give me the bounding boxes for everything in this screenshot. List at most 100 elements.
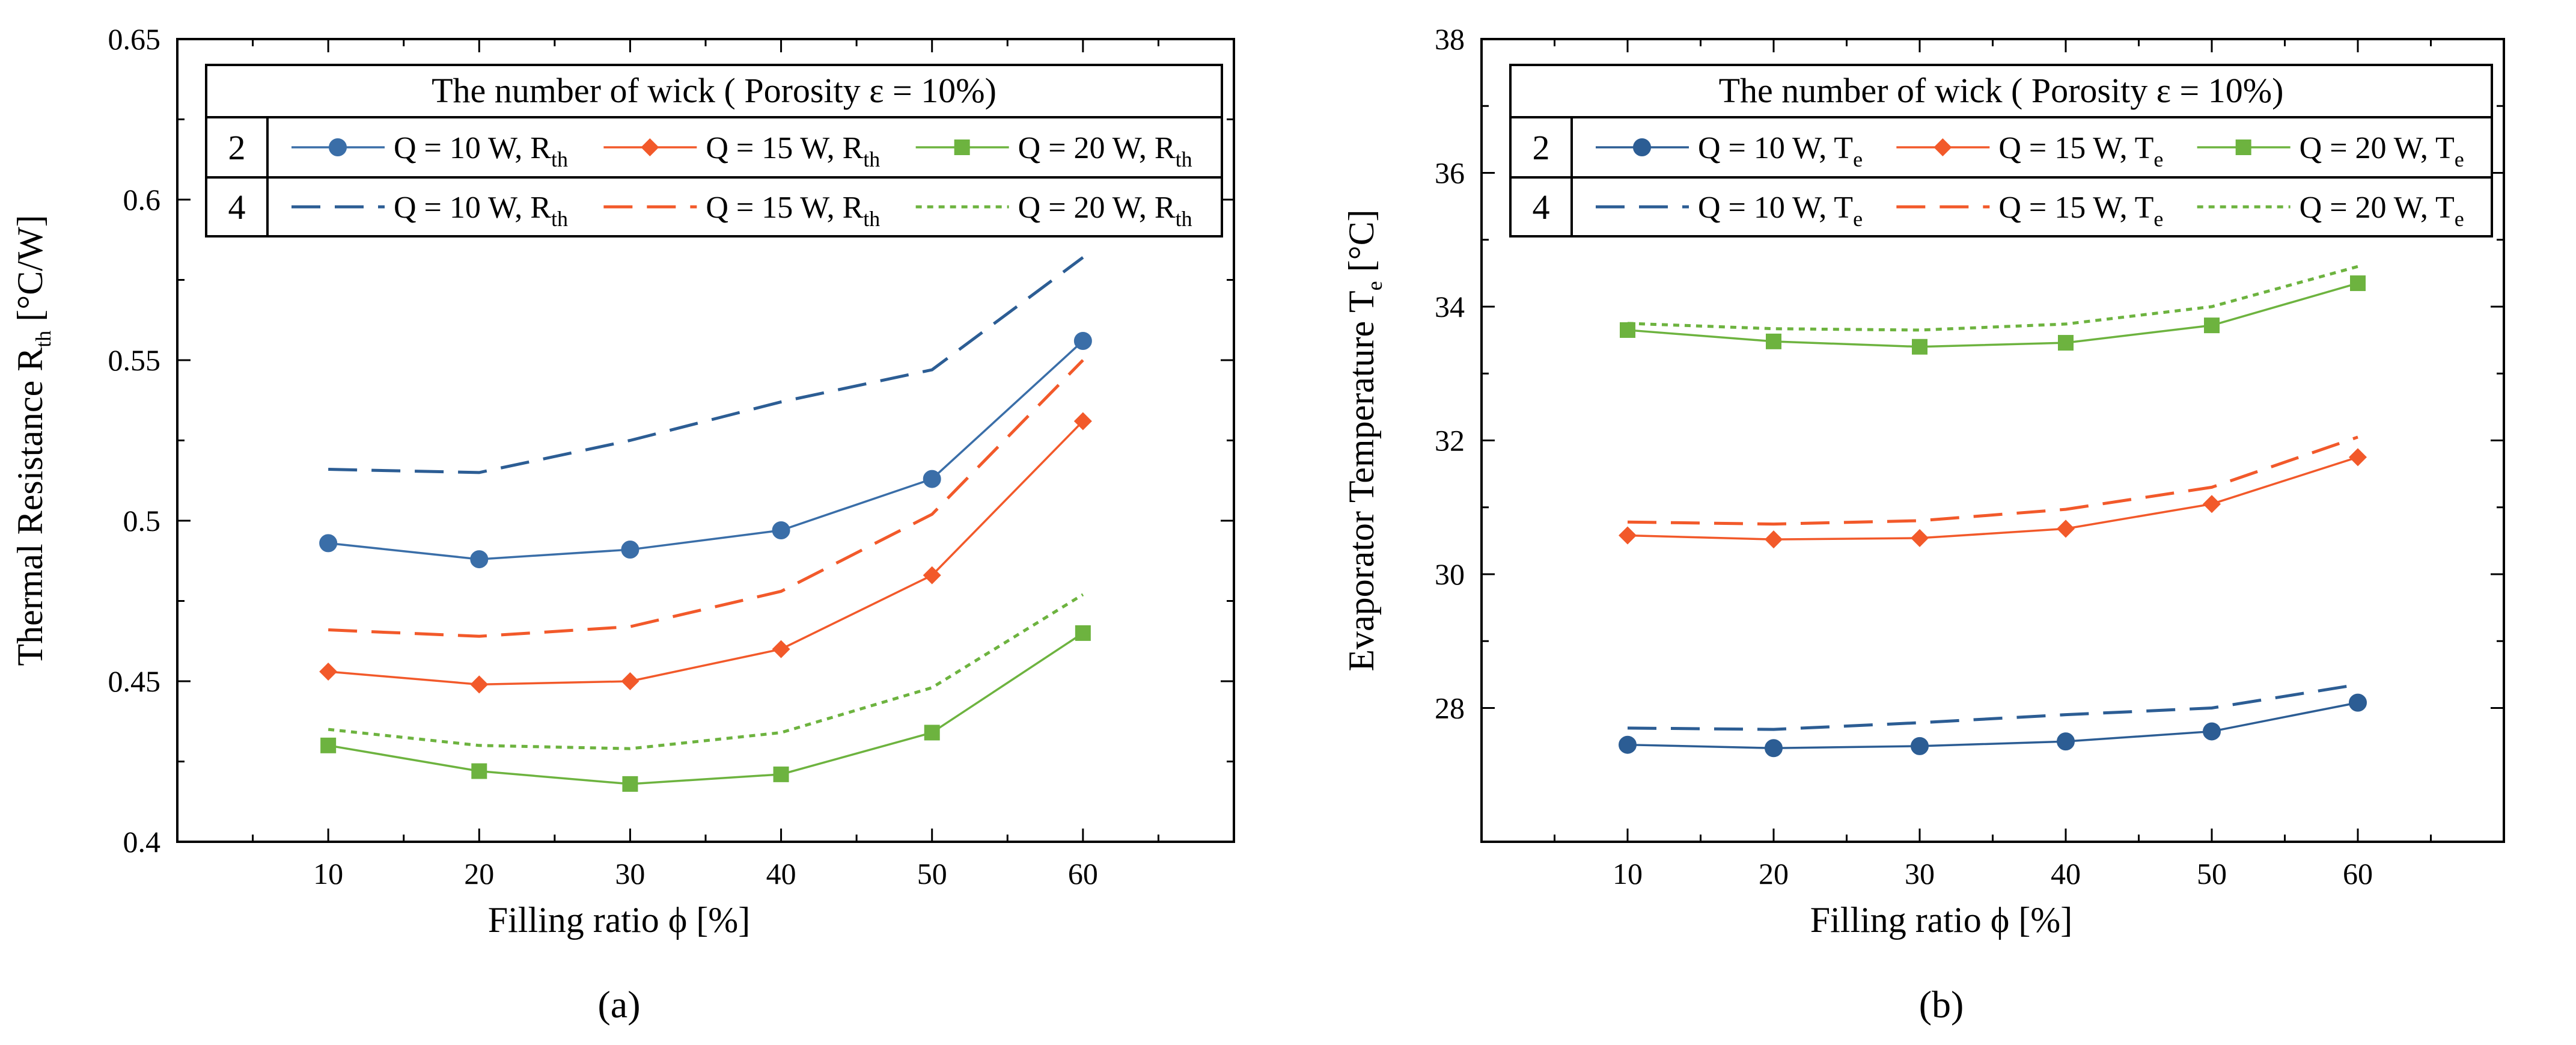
y-axis-label-unit: [°C] bbox=[1341, 209, 1381, 281]
data-point bbox=[923, 470, 941, 488]
panel-label: (b) bbox=[1919, 983, 1964, 1026]
x-tick-label: 30 bbox=[615, 857, 645, 890]
data-point bbox=[320, 737, 337, 753]
legend-entry: Q = 20 W, Te bbox=[2197, 131, 2464, 171]
x-tick-label: 60 bbox=[1068, 857, 1098, 890]
legend-row-label: 2 bbox=[1533, 128, 1550, 167]
legend-entry-label: Q = 10 W, Te bbox=[1698, 131, 1863, 171]
legend-entry-label: Q = 10 W, Rth bbox=[394, 131, 568, 171]
series-line bbox=[1627, 265, 2358, 332]
series-4wick-q20 bbox=[328, 593, 1084, 750]
data-point bbox=[1766, 333, 1781, 349]
legend-entry-label-main: Q = 20 W, R bbox=[1018, 191, 1176, 225]
series-line bbox=[328, 632, 1084, 785]
series-line bbox=[1627, 435, 2358, 526]
data-point bbox=[1075, 625, 1091, 641]
data-point bbox=[470, 550, 489, 569]
legend-entry-label-sub: e bbox=[2153, 147, 2163, 171]
y-tick-label: 0.6 bbox=[123, 183, 161, 216]
legend-entry-label-main: Q = 15 W, T bbox=[1998, 191, 2153, 225]
chart-b: 28 30 32 34 36 38 10 20 30 40 50 60 Filling ratio ϕ … bbox=[1341, 22, 2505, 1026]
legend-entry-label-sub: th bbox=[863, 147, 880, 171]
y-axis-label-sub: e bbox=[1363, 281, 1387, 290]
x-axis-label: Filling ratio ϕ [%] bbox=[1810, 900, 2073, 940]
legend-entry: Q = 15 W, Te bbox=[1896, 131, 2163, 171]
legend-entry-label-main: Q = 20 W, T bbox=[2300, 131, 2455, 165]
y-axis-label: Thermal Resistance Rth [°C/W] bbox=[10, 215, 55, 666]
y-tick-label: 28 bbox=[1435, 691, 1465, 725]
legend-entry-label-main: Q = 10 W, T bbox=[1698, 191, 1853, 225]
legend-swatch-marker bbox=[1934, 138, 1952, 156]
data-point bbox=[772, 640, 790, 658]
data-point bbox=[1073, 412, 1092, 431]
data-point bbox=[1911, 529, 1929, 547]
legend-entry-label-main: Q = 10 W, T bbox=[1698, 131, 1853, 165]
data-point bbox=[1619, 735, 1637, 754]
chart-a: 0.4 0.45 0.5 0.55 0.6 0.65 10 20 30 40 50 60 Filling… bbox=[10, 22, 1235, 1026]
data-point bbox=[319, 534, 338, 553]
legend-entry: Q = 20 W, Te bbox=[2197, 191, 2464, 231]
x-tick-label: 10 bbox=[313, 857, 343, 890]
series-4wick-q15 bbox=[328, 359, 1084, 638]
data-point bbox=[1073, 331, 1092, 350]
legend-entry: Q = 10 W, Te bbox=[1596, 191, 1863, 231]
legend-entry-label-sub: e bbox=[2455, 147, 2464, 171]
y-axis-label-unit: [°C/W] bbox=[10, 215, 50, 330]
data-point bbox=[1765, 739, 1783, 758]
x-tick-label: 50 bbox=[2197, 857, 2227, 890]
legend: The number of wick ( Porosity ε = 10%) 2 4… bbox=[1509, 64, 2493, 238]
legend-entry-label-main: Q = 10 W, R bbox=[394, 191, 551, 225]
data-point bbox=[1619, 526, 1637, 545]
data-point bbox=[622, 776, 638, 792]
legend-entry: Q = 20 W, Rth bbox=[915, 191, 1192, 231]
legend-entry-label: Q = 20 W, Rth bbox=[1018, 131, 1192, 171]
legend-entry-label-sub: e bbox=[1853, 207, 1863, 231]
legend: The number of wick ( Porosity ε = 10%) 2 4… bbox=[205, 64, 1223, 238]
legend-swatch-marker bbox=[954, 139, 970, 155]
legend-entry-label: Q = 10 W, Te bbox=[1698, 191, 1863, 231]
legend-entry-label: Q = 15 W, Te bbox=[1998, 131, 2163, 171]
legend-row-label: 4 bbox=[1533, 188, 1550, 227]
legend-entry-label-main: Q = 15 W, T bbox=[1998, 131, 2153, 165]
legend-entry: Q = 15 W, Rth bbox=[603, 131, 880, 171]
legend-entry: Q = 15 W, Te bbox=[1896, 191, 2163, 231]
y-tick-label: 0.55 bbox=[108, 343, 161, 377]
legend-entry-label-main: Q = 10 W, R bbox=[394, 131, 551, 165]
legend-entry-label-main: Q = 20 W, T bbox=[2300, 191, 2455, 225]
y-axis-label-main: Evaporator Temperature T bbox=[1341, 290, 1381, 671]
legend-entry: Q = 10 W, Te bbox=[1596, 131, 1863, 171]
y-axis-label-main: Thermal Resistance R bbox=[10, 348, 50, 666]
x-tick-label: 30 bbox=[1905, 857, 1935, 890]
legend-swatch-marker bbox=[329, 138, 347, 156]
legend-entry-label: Q = 20 W, Te bbox=[2300, 131, 2464, 171]
data-point bbox=[2350, 275, 2366, 292]
legend-entry-label-sub: e bbox=[2455, 207, 2464, 231]
legend-entry: Q = 20 W, Rth bbox=[915, 131, 1192, 171]
series-line bbox=[1627, 282, 2358, 348]
x-tick-label: 40 bbox=[766, 857, 796, 890]
legend-entry-label: Q = 20 W, Te bbox=[2300, 191, 2464, 231]
series-2wick-q15 bbox=[319, 412, 1092, 694]
series-2wick-q20 bbox=[320, 625, 1091, 792]
legend-entry-label: Q = 10 W, Rth bbox=[394, 191, 568, 231]
legend-entry-label: Q = 15 W, Rth bbox=[706, 191, 880, 231]
legend-frame bbox=[1509, 64, 2493, 238]
legend-frame bbox=[205, 64, 1223, 238]
y-tick-label: 0.5 bbox=[123, 504, 161, 538]
legend-swatch-marker bbox=[641, 138, 659, 156]
y-tick-label: 0.45 bbox=[108, 664, 161, 698]
data-point bbox=[772, 521, 790, 540]
legend-entry-label-sub: th bbox=[551, 147, 568, 171]
x-tick-label: 20 bbox=[1759, 857, 1789, 890]
data-point bbox=[2204, 317, 2220, 334]
legend-entry-label: Q = 15 W, Rth bbox=[706, 131, 880, 171]
legend-entry: Q = 15 W, Rth bbox=[603, 191, 880, 231]
y-tick-label: 30 bbox=[1435, 557, 1465, 591]
series-line bbox=[328, 359, 1084, 638]
series-4wick-q15 bbox=[1627, 435, 2358, 526]
series-line bbox=[328, 256, 1084, 474]
data-point bbox=[1911, 737, 1929, 755]
series-line bbox=[328, 593, 1084, 750]
data-point bbox=[1765, 530, 1783, 549]
